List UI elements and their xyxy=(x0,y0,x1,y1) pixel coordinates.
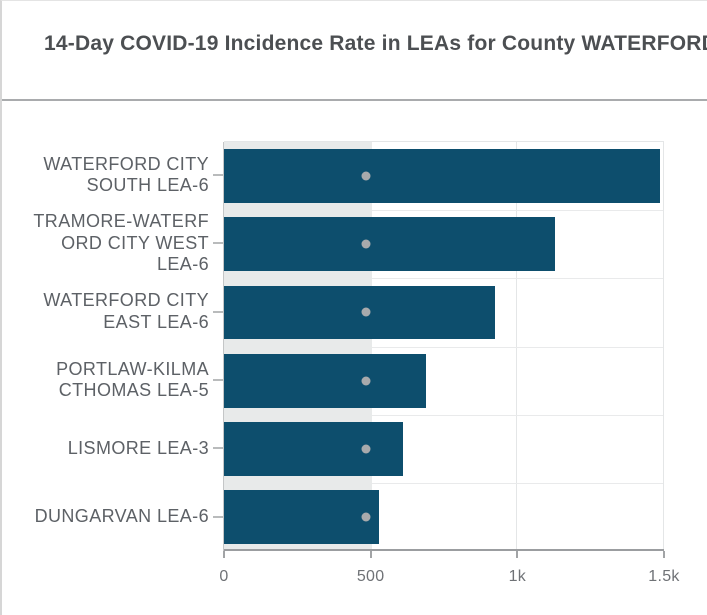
bar-rows xyxy=(224,142,663,552)
chart-title: 14-Day COVID-19 Incidence Rate in LEAs f… xyxy=(44,32,707,55)
y-axis-category: TRAMORE-WATERF ORD CITY WEST LEA-6 xyxy=(2,209,224,277)
bar-row xyxy=(224,346,663,415)
x-axis-tick xyxy=(223,551,225,558)
x-axis-label: 0 xyxy=(219,568,229,585)
y-axis-category: DUNGARVAN LEA-6 xyxy=(2,483,224,551)
incidence-bar[interactable] xyxy=(224,490,379,544)
incidence-bar[interactable] xyxy=(224,217,555,272)
reference-dot[interactable] xyxy=(361,512,371,522)
x-axis-label: 1.5k xyxy=(648,568,680,585)
bar-row xyxy=(224,278,663,347)
reference-dot[interactable] xyxy=(361,444,371,454)
x-axis-tick xyxy=(369,551,372,558)
y-axis-category: PORTLAW-KILMA CTHOMAS LEA-5 xyxy=(2,346,224,414)
plot-area xyxy=(223,141,664,552)
x-axis-label: 500 xyxy=(356,568,385,585)
y-axis-label: WATERFORD CITY SOUTH LEA-6 xyxy=(43,153,209,196)
y-axis-label: WATERFORD CITY EAST LEA-6 xyxy=(43,290,209,332)
vertical-gridline xyxy=(662,142,664,551)
y-axis-tick xyxy=(213,310,224,313)
bar-row xyxy=(224,414,663,483)
y-axis-category: WATERFORD CITY SOUTH LEA-6 xyxy=(2,141,224,209)
y-axis-tick xyxy=(213,242,224,245)
y-axis-label: PORTLAW-KILMA CTHOMAS LEA-5 xyxy=(56,358,209,401)
y-axis-line xyxy=(223,142,224,551)
x-axis-tick xyxy=(516,551,519,558)
reference-dot[interactable] xyxy=(361,171,371,181)
y-axis-category: WATERFORD CITY EAST LEA-6 xyxy=(2,278,224,346)
chart-header: 14-Day COVID-19 Incidence Rate in LEAs f… xyxy=(2,1,707,99)
bar-row xyxy=(224,142,663,211)
bar-row xyxy=(224,210,663,279)
y-axis-label: DUNGARVAN LEA-6 xyxy=(34,506,209,527)
y-axis-category: LISMORE LEA-3 xyxy=(2,414,224,482)
horizontal-gridline xyxy=(224,482,663,484)
y-axis-tick xyxy=(213,174,224,177)
horizontal-gridline xyxy=(224,278,663,280)
header-divider xyxy=(2,99,707,101)
y-axis-tick xyxy=(213,515,224,518)
reference-dot[interactable] xyxy=(361,239,371,249)
y-axis: WATERFORD CITY SOUTH LEA-6 TRAMORE-WATER… xyxy=(2,141,224,551)
reference-dot[interactable] xyxy=(361,376,371,386)
horizontal-gridline xyxy=(224,210,663,212)
y-axis-label: TRAMORE-WATERF ORD CITY WEST LEA-6 xyxy=(33,211,209,275)
incidence-bar[interactable] xyxy=(224,285,495,340)
x-axis-label: 1k xyxy=(508,568,527,585)
horizontal-gridline xyxy=(224,346,663,348)
reference-dot[interactable] xyxy=(361,307,371,317)
incidence-bar[interactable] xyxy=(224,353,426,408)
x-axis-ticks: 0 500 1k 1.5k xyxy=(219,551,679,601)
x-axis-line xyxy=(224,549,664,551)
incidence-bar[interactable] xyxy=(224,421,404,476)
y-axis-tick xyxy=(213,379,224,382)
x-axis-tick xyxy=(663,551,665,558)
horizontal-gridline xyxy=(224,414,663,416)
y-axis-label: LISMORE LEA-3 xyxy=(67,437,209,458)
y-axis-tick xyxy=(213,447,224,450)
bar-row xyxy=(224,482,663,552)
incidence-bar[interactable] xyxy=(224,149,660,203)
